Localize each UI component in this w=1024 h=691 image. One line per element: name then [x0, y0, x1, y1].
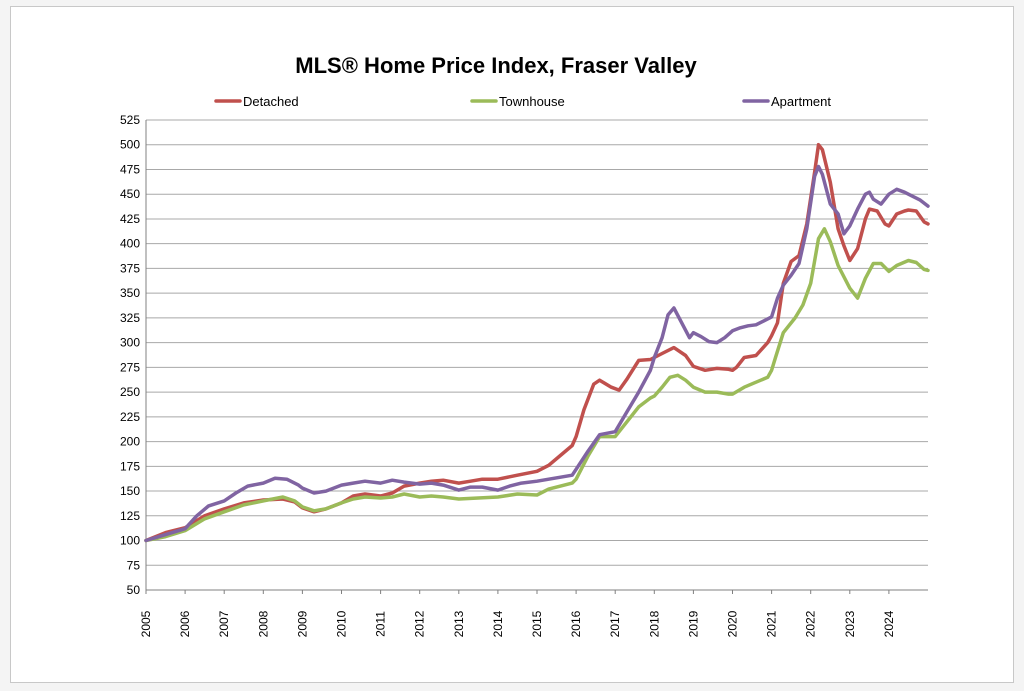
- x-tick-label: 2021: [765, 610, 779, 637]
- y-axis-ticks: 50 75 100 125 150 175 200 225 250 275 300 325 350 375…: [120, 113, 140, 597]
- y-tick-label: 200: [120, 435, 140, 449]
- chart-title: MLS® Home Price Index, Fraser Valley: [295, 53, 697, 78]
- y-tick-label: 50: [127, 583, 141, 597]
- x-tick-label: 2013: [452, 610, 466, 637]
- x-tick-label: 2006: [178, 610, 192, 637]
- chart-frame: MLS® Home Price Index, Fraser Valley Det…: [10, 6, 1014, 683]
- x-tick-label: 2011: [374, 611, 388, 637]
- x-axis-ticks: 2005 2006 2007 2008 2009 2010 2011 2012 2013 2014…: [139, 590, 896, 637]
- series-line-detached: [144, 142, 930, 543]
- y-tick-label: 400: [120, 237, 140, 251]
- x-tick-label: 2012: [413, 610, 427, 637]
- x-tick-label: 2017: [608, 610, 622, 637]
- x-tick-label: 2020: [726, 610, 740, 637]
- x-tick-label: 2022: [804, 610, 818, 637]
- x-tick-label: 2015: [530, 610, 544, 637]
- x-tick-label: 2016: [569, 610, 583, 637]
- x-tick-label: 2008: [256, 610, 270, 637]
- x-tick-label: 2007: [217, 610, 231, 637]
- y-tick-label: 75: [127, 558, 141, 572]
- y-tick-label: 450: [120, 187, 140, 201]
- y-tick-label: 175: [120, 459, 140, 473]
- x-tick-label: 2024: [882, 610, 896, 637]
- y-tick-label: 100: [120, 534, 140, 548]
- series-line-apartment: [144, 164, 930, 543]
- series-line-townhouse: [144, 227, 930, 543]
- y-tick-label: 250: [120, 385, 140, 399]
- y-tick-label: 500: [120, 138, 140, 152]
- y-tick-label: 525: [120, 113, 140, 127]
- y-tick-label: 150: [120, 484, 140, 498]
- x-tick-label: 2018: [647, 610, 661, 637]
- x-tick-label: 2019: [686, 610, 700, 637]
- x-tick-label: 2023: [843, 610, 857, 637]
- x-tick-label: 2005: [139, 610, 153, 637]
- y-tick-label: 350: [120, 286, 140, 300]
- y-tick-label: 225: [120, 410, 140, 424]
- legend-label-townhouse: Townhouse: [499, 94, 565, 109]
- series-group: [144, 142, 930, 543]
- y-tick-label: 325: [120, 311, 140, 325]
- y-tick-label: 125: [120, 509, 140, 523]
- x-tick-label: 2010: [335, 610, 349, 637]
- x-tick-label: 2014: [491, 610, 505, 637]
- legend-label-detached: Detached: [243, 94, 299, 109]
- y-tick-label: 475: [120, 162, 140, 176]
- line-chart: MLS® Home Price Index, Fraser Valley Det…: [120, 53, 930, 637]
- y-tick-label: 375: [120, 261, 140, 275]
- y-tick-label: 425: [120, 212, 140, 226]
- x-tick-label: 2009: [295, 610, 309, 637]
- legend-label-apartment: Apartment: [771, 94, 831, 109]
- legend: Detached Townhouse Apartment: [214, 94, 831, 109]
- y-tick-label: 275: [120, 360, 140, 374]
- y-tick-label: 300: [120, 336, 140, 350]
